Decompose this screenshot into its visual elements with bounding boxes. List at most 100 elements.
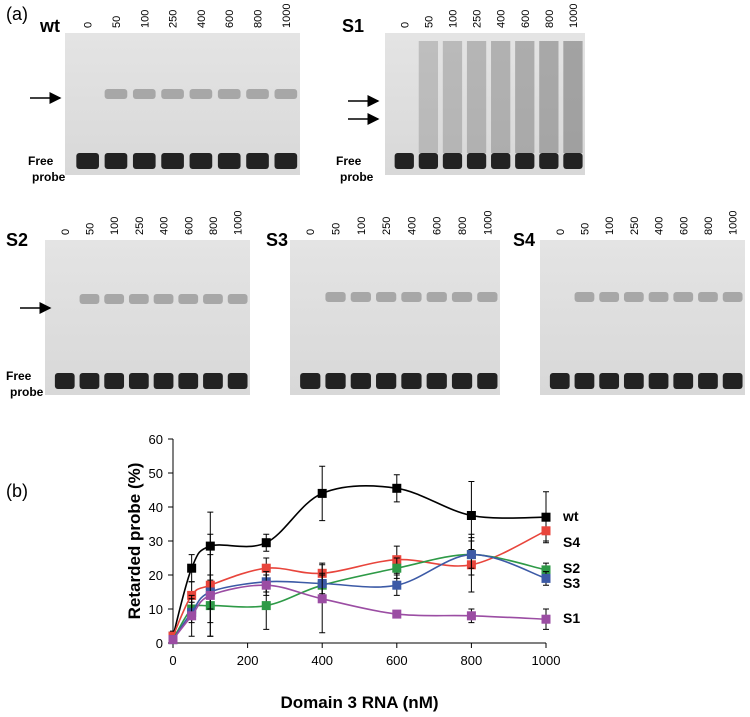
smear [539, 41, 559, 153]
lane-label: 1000 [281, 4, 293, 28]
lane-label: 250 [134, 217, 146, 235]
shift-band [203, 294, 223, 304]
gel [290, 240, 500, 395]
smear [515, 41, 535, 153]
gel [65, 33, 300, 175]
shift-band [274, 89, 298, 99]
series-label: S4 [563, 534, 580, 550]
shift-band [132, 89, 156, 99]
lane-label: 250 [381, 217, 393, 235]
probe-band [128, 373, 149, 389]
x-tick-label: 800 [461, 653, 483, 668]
marker [541, 573, 551, 583]
lane-label: 400 [196, 10, 208, 28]
trend-line [172, 485, 547, 637]
lane-label: 100 [109, 217, 121, 235]
probe-band [563, 153, 583, 169]
marker [541, 512, 551, 522]
shift-band [648, 292, 669, 302]
probe-band [325, 373, 346, 389]
probe-band [246, 153, 269, 169]
marker [392, 563, 402, 573]
probe-band [673, 373, 694, 389]
marker [261, 563, 271, 573]
shift-band [104, 89, 128, 99]
lane-label: 0 [305, 229, 317, 235]
marker [392, 483, 402, 493]
marker [541, 614, 551, 624]
shift-band [217, 89, 241, 99]
marker [317, 488, 327, 498]
lane-label: 600 [678, 217, 690, 235]
y-tick-label: 50 [149, 466, 163, 481]
shift-band [350, 292, 371, 302]
probe-band [623, 373, 644, 389]
gel-name: wt [39, 16, 60, 36]
y-tick-label: 20 [149, 568, 163, 583]
y-tick-label: 10 [149, 602, 163, 617]
probe-band [104, 373, 125, 389]
panel-label: (b) [6, 481, 28, 501]
x-tick-label: 200 [237, 653, 259, 668]
shift-band [451, 292, 473, 302]
gel [540, 240, 745, 395]
lane-label: 400 [159, 217, 171, 235]
lane-label: 0 [555, 229, 567, 235]
shift-band [128, 294, 149, 304]
shift-band [698, 292, 718, 302]
smear [442, 41, 463, 153]
panel-label: (a) [6, 4, 28, 24]
shift-band [623, 292, 644, 302]
probe-band [491, 153, 511, 169]
x-tick-label: 600 [386, 653, 408, 668]
lane-label: 50 [331, 223, 343, 235]
shift-band [426, 292, 447, 302]
x-tick-label: 400 [311, 653, 333, 668]
probe-band [350, 373, 371, 389]
probe-band [189, 153, 213, 169]
marker [541, 526, 551, 536]
lane-label: 800 [208, 217, 220, 235]
lane-label: 250 [472, 10, 484, 28]
shift-band [477, 292, 498, 302]
lane-label: 50 [111, 16, 123, 28]
marker [261, 601, 271, 611]
y-tick-label: 40 [149, 500, 163, 515]
series-label: wt [562, 508, 579, 524]
trend-line [172, 553, 547, 641]
lane-label: 600 [520, 10, 532, 28]
lane-label: 400 [496, 10, 508, 28]
lane-label: 1000 [233, 211, 245, 235]
probe-band [376, 373, 397, 389]
lane-label: 800 [457, 217, 469, 235]
smear [563, 41, 583, 153]
marker [205, 590, 215, 600]
marker [541, 565, 551, 575]
series-label: S3 [563, 575, 580, 591]
probe-band [217, 153, 241, 169]
smear [466, 41, 487, 153]
gel [45, 240, 250, 395]
series-label: S1 [563, 610, 580, 626]
probe-band [132, 153, 156, 169]
probe-band [477, 373, 498, 389]
lane-label: 50 [84, 223, 96, 235]
probe-band [515, 153, 535, 169]
probe-band [394, 153, 414, 169]
probe-band [178, 373, 199, 389]
probe-band [401, 373, 422, 389]
probe-band [161, 153, 184, 169]
marker [317, 594, 327, 604]
lane-label: 250 [168, 10, 180, 28]
lane-label: 800 [253, 10, 265, 28]
lane-label: 250 [629, 217, 641, 235]
shift-band [178, 294, 199, 304]
gel-name: S2 [6, 230, 28, 250]
lane-label: 50 [579, 223, 591, 235]
smear [491, 41, 511, 153]
marker [466, 611, 476, 621]
probe-band [648, 373, 669, 389]
gel-name: S3 [266, 230, 288, 250]
shift-band [376, 292, 397, 302]
